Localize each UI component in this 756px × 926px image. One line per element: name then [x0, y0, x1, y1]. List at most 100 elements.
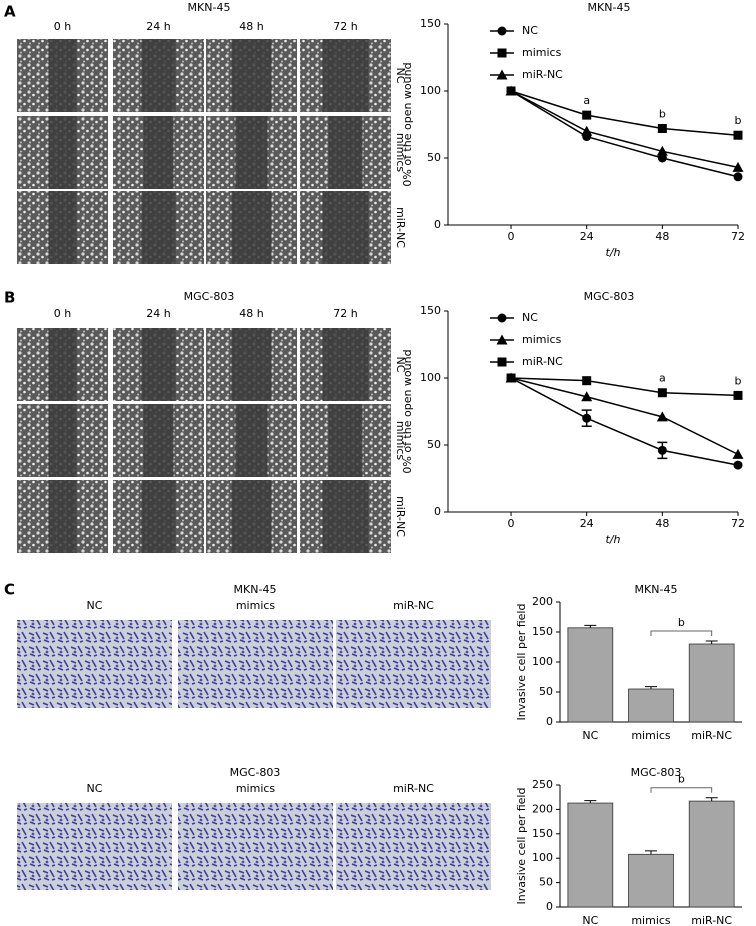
annotation: a — [583, 94, 590, 107]
y-tick-label: 100 — [532, 655, 553, 668]
point — [733, 390, 743, 400]
point — [656, 411, 668, 422]
y-tick-label: 150 — [420, 304, 441, 317]
wound-gap — [322, 480, 369, 553]
y-tick-label: 50 — [539, 685, 553, 698]
legend-marker — [496, 334, 508, 345]
y-tick-label: 100 — [420, 371, 441, 384]
wound-gap — [141, 39, 176, 112]
y-tick-label: 100 — [532, 851, 553, 864]
x-axis-label: t/h — [606, 246, 621, 259]
row-label: mimics — [394, 133, 407, 173]
point — [582, 110, 592, 120]
bar — [688, 800, 735, 908]
x-tick-label: mimics — [631, 914, 671, 926]
series-line — [510, 90, 739, 169]
column-label: 48 h — [239, 20, 263, 33]
y-tick-label: 150 — [532, 625, 553, 638]
wound-gap — [322, 39, 369, 112]
bar — [567, 802, 614, 908]
point — [733, 460, 743, 470]
point — [581, 391, 593, 402]
micrograph-title: MKN-45 — [188, 1, 231, 14]
column-label: 72 h — [333, 307, 357, 320]
wound-gap — [48, 404, 77, 477]
bracket — [650, 787, 713, 793]
wound-gap — [328, 116, 363, 189]
point — [657, 445, 667, 455]
y-tick-label: 0 — [546, 900, 553, 913]
y-axis-label: 0% of the open wound — [401, 349, 414, 473]
column-label: miR-NC — [393, 599, 434, 612]
wound-gap — [48, 480, 77, 553]
y-tick-label: 150 — [420, 17, 441, 30]
wound-gap — [141, 191, 176, 264]
wound-gap — [322, 328, 369, 401]
x-tick-label: NC — [582, 729, 598, 742]
row-label: NC — [394, 68, 407, 84]
legend-label: mimics — [522, 333, 562, 346]
micrograph-title: MGC-803 — [230, 766, 281, 779]
wound-gap — [235, 404, 268, 477]
column-label: 24 h — [146, 307, 170, 320]
error-bar — [645, 850, 657, 855]
y-axis-label: 0% of the open wound — [401, 62, 414, 186]
point — [732, 448, 744, 459]
annotation: b — [678, 616, 685, 629]
y-axis-label: Invasive cell per field — [515, 788, 528, 905]
y-tick-label: 50 — [539, 876, 553, 889]
legend-marker — [497, 26, 507, 36]
column-label: NC — [87, 782, 103, 795]
series-line — [510, 377, 739, 456]
x-tick-label: 0 — [508, 230, 515, 243]
micrograph — [336, 620, 491, 708]
y-tick-label: 50 — [427, 151, 441, 164]
column-label: 24 h — [146, 20, 170, 33]
error-bar — [705, 797, 718, 802]
y-tick-label: 100 — [420, 84, 441, 97]
error-bar — [645, 686, 657, 689]
bar — [567, 627, 614, 723]
column-label: miR-NC — [393, 782, 434, 795]
chart-title: MGC-803 — [631, 766, 682, 779]
legend-label: NC — [522, 311, 538, 324]
x-tick-label: NC — [582, 914, 598, 926]
x-tick-label: miR-NC — [691, 914, 732, 926]
y-tick-label: 0 — [434, 218, 441, 231]
y-tick-label: 200 — [532, 802, 553, 815]
x-axis-label: t/h — [606, 533, 621, 546]
micrograph — [178, 620, 333, 708]
legend-marker — [497, 357, 507, 367]
legend-marker — [497, 48, 507, 58]
wound-gap — [231, 39, 272, 112]
point — [505, 85, 517, 96]
point — [506, 373, 516, 383]
wound-gap — [48, 328, 77, 401]
wound-gap — [141, 328, 176, 401]
column-label: NC — [87, 599, 103, 612]
row-label: miR-NC — [394, 207, 407, 248]
row-label: miR-NC — [394, 496, 407, 537]
annotation: b — [678, 773, 685, 786]
y-tick-label: 250 — [532, 778, 553, 791]
micrograph — [336, 803, 491, 890]
wound-gap — [328, 404, 363, 477]
x-tick-label: mimics — [631, 729, 671, 742]
legend-label: NC — [522, 24, 538, 37]
series-line — [511, 377, 739, 397]
wound-gap — [143, 404, 174, 477]
y-tick-label: 50 — [427, 438, 441, 451]
wound-gap — [231, 191, 272, 264]
micrograph — [17, 620, 172, 708]
bar — [628, 688, 674, 723]
column-label: 48 h — [239, 307, 263, 320]
point — [656, 145, 668, 156]
wound-gap — [48, 116, 77, 189]
micrograph — [178, 803, 333, 890]
legend-label: miR-NC — [522, 68, 563, 81]
y-tick-label: 0 — [546, 715, 553, 728]
x-tick-label: 24 — [580, 517, 594, 530]
point — [733, 172, 743, 182]
x-tick-label: 72 — [731, 230, 745, 243]
micrograph-title: MGC-803 — [184, 290, 235, 303]
